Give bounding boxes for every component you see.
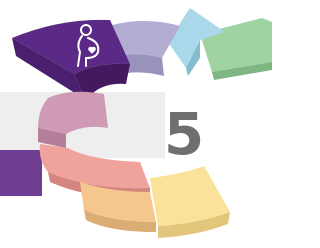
step-number: 5 <box>164 100 204 168</box>
accent-block <box>0 150 42 196</box>
infographic: 5 <box>0 0 272 248</box>
